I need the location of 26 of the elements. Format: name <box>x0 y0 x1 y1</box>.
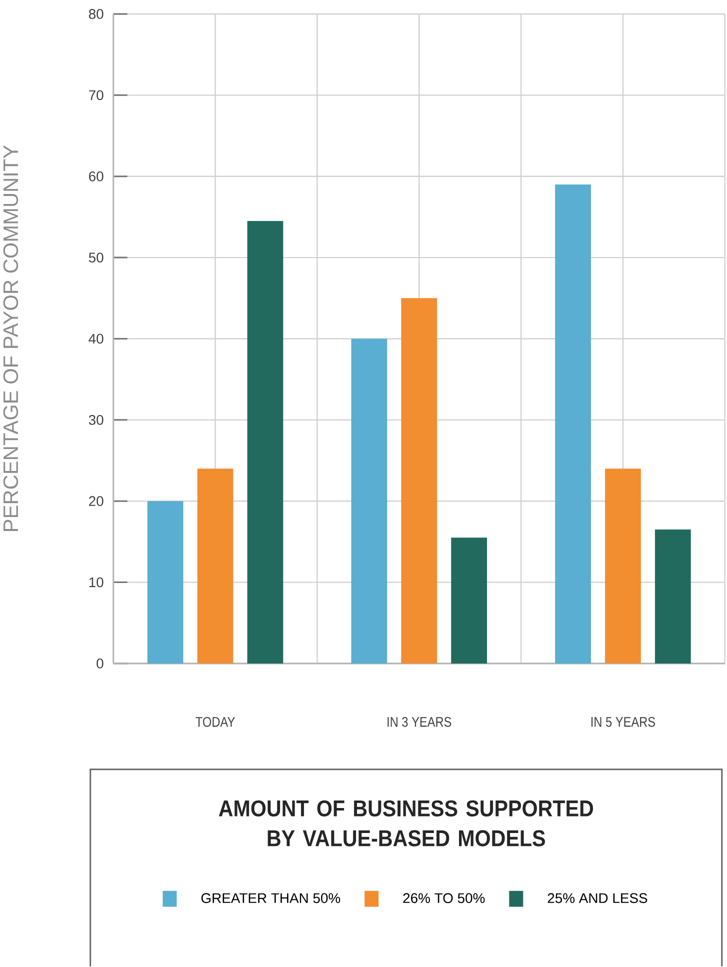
bar <box>197 468 234 664</box>
y-tick-label: 80 <box>89 9 104 19</box>
x-tick-label: IN 3 YEARS <box>388 716 452 727</box>
y-tick-label: 50 <box>88 252 104 262</box>
legend-label: 26% TO 50% <box>403 893 485 904</box>
x-tick-label: TODAY <box>196 716 235 727</box>
bar <box>605 468 641 664</box>
y-tick-label: 60 <box>89 171 104 182</box>
bar <box>655 530 691 664</box>
y-tick-label: 0 <box>96 658 104 668</box>
legend-label: GREATER THAN 50% <box>201 893 340 904</box>
y-tick-label: 20 <box>89 496 104 506</box>
y-tick-label: 70 <box>89 90 104 100</box>
bar <box>451 538 488 664</box>
x-tick-label: IN 5 YEARS <box>592 716 656 727</box>
bar <box>147 501 184 664</box>
y-axis-title: PERCENTAGE OF PAYOR COMMUNITY <box>3 145 18 531</box>
y-tick-label: 40 <box>88 334 104 344</box>
bar <box>555 184 592 664</box>
bar <box>351 338 388 664</box>
legend-title: AMOUNT OF BUSINESS SUPPORTED BY VALUE-BASED MODELS <box>218 800 594 846</box>
y-tick-label: 10 <box>89 577 104 588</box>
y-tick-label: 30 <box>88 414 104 425</box>
bar <box>401 298 438 664</box>
bar <box>247 221 284 664</box>
legend-label: 25% AND LESS <box>548 893 648 904</box>
